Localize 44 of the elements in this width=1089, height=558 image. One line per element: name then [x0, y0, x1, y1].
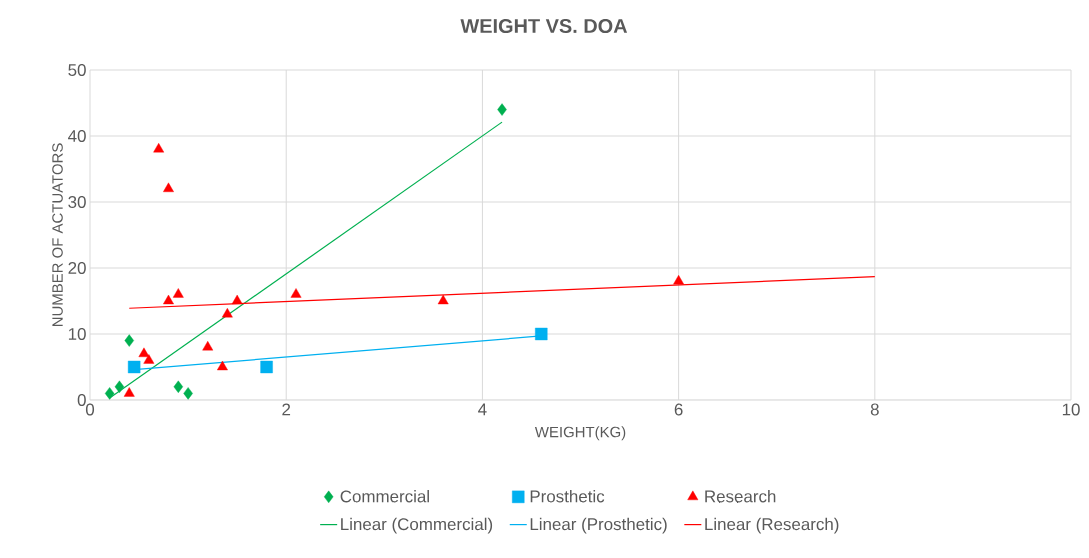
point — [173, 380, 183, 393]
y-tick-label: 0 — [77, 393, 86, 406]
point — [217, 360, 228, 371]
point — [497, 103, 507, 116]
x-tick-label: 6 — [674, 403, 683, 416]
point — [221, 307, 233, 318]
point — [123, 387, 135, 397]
y-axis-title: NUMBER OF ACTUATORS — [52, 143, 63, 327]
x-tick-label: 4 — [478, 403, 487, 416]
point — [163, 182, 174, 192]
point — [535, 327, 548, 341]
point — [183, 387, 193, 400]
point — [231, 294, 243, 305]
legend-label: Linear (Commercial) — [341, 517, 493, 534]
point — [202, 340, 214, 351]
point — [114, 380, 125, 393]
point — [127, 360, 141, 374]
point — [437, 294, 449, 305]
point — [260, 360, 273, 374]
x-tick-label: 10 — [1062, 403, 1080, 416]
point — [172, 288, 184, 298]
legend-label: Prosthetic — [530, 489, 605, 503]
point — [124, 334, 134, 347]
y-tick-label: 40 — [68, 129, 86, 142]
point — [290, 288, 302, 298]
point — [673, 274, 685, 285]
point — [143, 354, 155, 364]
legend-label: Linear (Research) — [705, 517, 839, 534]
y-tick-label: 50 — [68, 63, 86, 76]
legend-label: Linear (Prosthetic) — [530, 517, 667, 534]
point — [163, 294, 174, 305]
x-tick-label: 8 — [870, 403, 879, 416]
point — [104, 387, 115, 400]
x-axis-title: WEIGHT(KG) — [534, 426, 626, 441]
x-tick-label: 0 — [85, 403, 95, 416]
legend-label: Commercial — [340, 489, 429, 503]
point — [153, 142, 165, 153]
y-tick-label: 10 — [68, 327, 86, 340]
legend-label: Research — [705, 489, 776, 503]
chart-title: WEIGHT VS. DOA — [460, 18, 628, 34]
y-tick-label: 30 — [68, 195, 86, 208]
point — [138, 347, 150, 357]
x-tick-label: 2 — [282, 403, 291, 416]
y-tick-label: 20 — [68, 261, 86, 274]
